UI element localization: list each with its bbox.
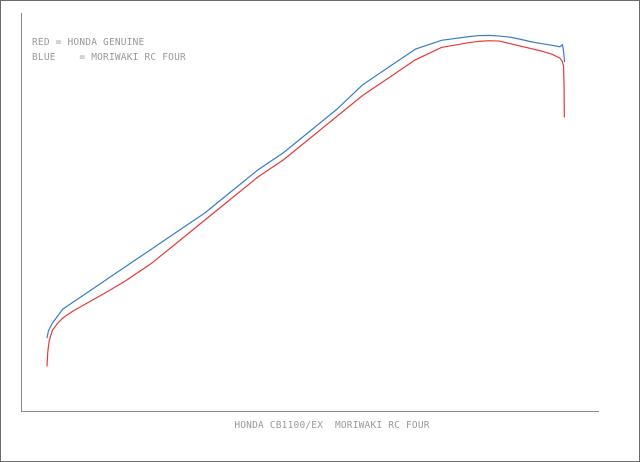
- series-line-red: [46, 40, 565, 367]
- series-layer: [46, 34, 566, 367]
- legend-entry-red: RED = HONDA GENUINE: [32, 37, 145, 48]
- x-axis-label: HONDA CB1100/EX MORIWAKI RC FOUR: [234, 420, 429, 431]
- legend-entry-blue: BLUE = MORIWAKI RC FOUR: [32, 52, 186, 63]
- series-line-blue: [46, 34, 566, 339]
